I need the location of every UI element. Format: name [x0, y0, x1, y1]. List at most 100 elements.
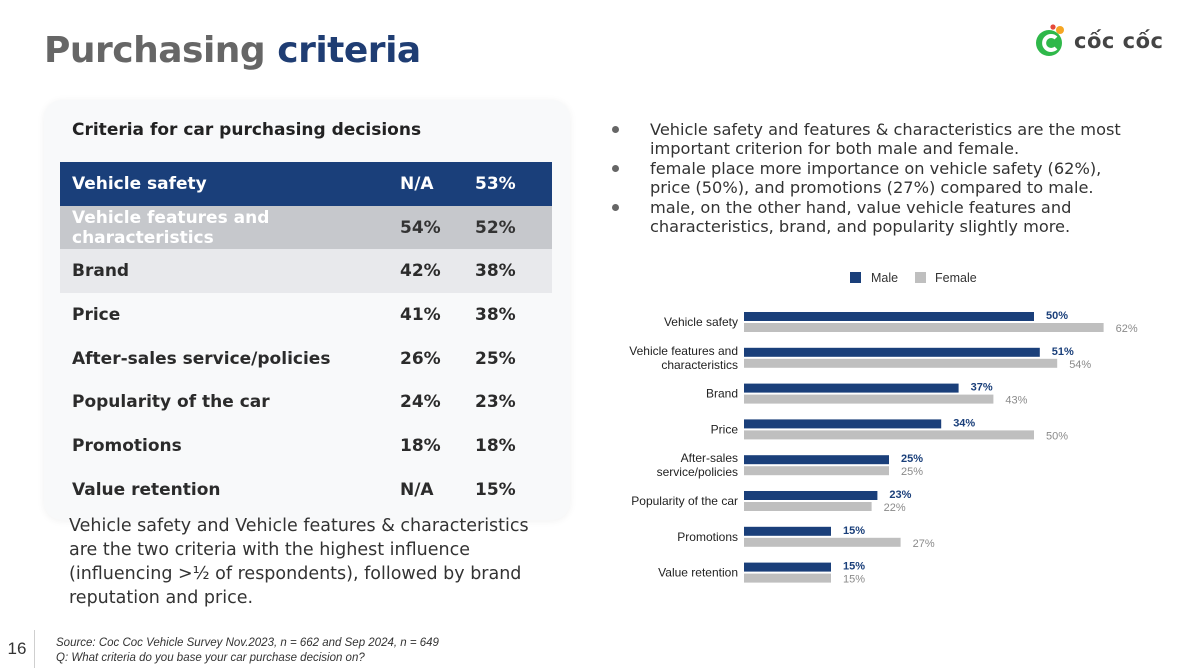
female-value: 38%: [475, 249, 552, 294]
logo-text: cốc cốc: [1074, 29, 1164, 53]
male-value: 24%: [400, 392, 441, 413]
data-label-female: 27%: [913, 538, 935, 550]
table-row: After-sales service/policies 26% 25%: [60, 337, 552, 381]
male-value: 18%: [400, 435, 441, 456]
bullet-dot-icon: [612, 203, 619, 211]
title-part-1: Purchasing: [44, 30, 266, 71]
male-value: 41%: [400, 304, 441, 325]
coccoc-logo-icon: [1036, 24, 1064, 56]
category-label: Popularity of the car: [631, 494, 738, 508]
category-label: Vehicle features and characteristics: [629, 344, 738, 372]
criterion-name: Vehicle features and characteristics: [60, 205, 400, 250]
question-note: Q: What criteria do you base your car pu…: [56, 652, 365, 664]
data-label-female: 25%: [901, 466, 923, 478]
data-label-male: 25%: [901, 453, 923, 465]
data-label-male: 50%: [1046, 310, 1068, 322]
table-row: Value retention N/A 15%: [60, 468, 552, 512]
table-row: Brand 42% 38%: [60, 249, 552, 294]
bar-female: [744, 430, 1034, 440]
bullet-dot-icon: [612, 126, 619, 133]
coccoc-logo: cốc cốc: [1034, 24, 1174, 58]
legend-swatch-female: [915, 272, 926, 283]
category-label: After-sales service/policies: [657, 451, 738, 479]
title-part-2: criteria: [277, 30, 421, 71]
criteria-bar-chart: Male Female Vehicle safety 50% 62% Vehicle fe…: [600, 262, 1160, 592]
page-number: 16: [0, 630, 35, 668]
bar-male: [744, 312, 1034, 321]
data-label-male: 15%: [843, 561, 865, 573]
bar-female: [744, 394, 994, 404]
bullet-list: Vehicle safety and features & characteri…: [604, 120, 1124, 236]
male-value: 42%: [400, 249, 475, 294]
data-label-male: 51%: [1052, 346, 1074, 358]
source-note: Source: Coc Coc Vehicle Survey Nov.2023,…: [56, 637, 439, 649]
table-row: Price 41% 38%: [60, 293, 552, 337]
table-row: Vehicle features and characteristics 54% 5…: [60, 205, 552, 250]
footer: Source: Coc Coc Vehicle Survey Nov.2023,…: [56, 636, 439, 666]
legend-label-female: Female: [935, 271, 977, 285]
page-title: Purchasing criteria: [44, 30, 421, 71]
table-row: Vehicle safety N/A 53%: [60, 162, 552, 206]
bullet-item: female place more importance on vehicle …: [604, 159, 1124, 198]
criterion-name: Promotions: [72, 435, 182, 456]
bullet-text: male, on the other hand, value vehicle f…: [650, 197, 1072, 237]
male-value: 26%: [400, 348, 441, 369]
bar-female: [744, 573, 831, 583]
legend-swatch-male: [850, 272, 861, 283]
data-label-male: 37%: [971, 382, 993, 394]
bar-male: [744, 526, 831, 536]
female-value: 53%: [475, 162, 552, 206]
bar-female: [744, 466, 889, 476]
bar-male: [744, 383, 959, 393]
category-label: Vehicle safety: [664, 315, 738, 329]
female-value: 25%: [475, 348, 516, 369]
bar-male: [744, 491, 878, 500]
category-label: Promotions: [677, 530, 738, 544]
criterion-name: Price: [72, 304, 121, 325]
female-value: 52%: [475, 205, 552, 250]
female-value: 23%: [475, 392, 516, 413]
legend-label-male: Male: [871, 271, 898, 285]
data-label-female: 22%: [884, 502, 906, 514]
table-row: Promotions 18% 18%: [60, 424, 552, 468]
criteria-table: Vehicle safety N/A 53% Vehicle features and…: [60, 162, 552, 512]
female-value: 38%: [475, 304, 516, 325]
criterion-name: Brand: [60, 249, 400, 294]
bar-male: [744, 455, 889, 465]
criterion-name: Value retention: [72, 479, 221, 500]
data-label-female: 15%: [843, 574, 865, 586]
bullet-text: female place more importance on vehicle …: [650, 158, 1102, 198]
bullet-dot-icon: [612, 164, 619, 172]
bar-male: [744, 419, 942, 429]
bar-female: [744, 537, 901, 547]
category-label: Brand: [706, 387, 738, 401]
summary-text: Vehicle safety and Vehicle features & ch…: [69, 516, 529, 608]
bullet-text: Vehicle safety and features & characteri…: [650, 120, 1121, 159]
category-label: Price: [711, 422, 739, 436]
bar-female: [744, 358, 1058, 368]
bar-male: [744, 562, 831, 572]
data-label-female: 54%: [1069, 359, 1091, 371]
data-label-male: 34%: [953, 417, 975, 429]
female-value: 15%: [475, 479, 516, 500]
criterion-name: After-sales service/policies: [72, 348, 331, 369]
criteria-table-heading: Criteria for car purchasing decisions: [72, 120, 422, 140]
criterion-name: Vehicle safety: [60, 162, 400, 206]
data-label-female: 62%: [1116, 323, 1138, 335]
data-label-female: 43%: [1005, 395, 1027, 407]
bullet-item: male, on the other hand, value vehicle f…: [604, 198, 1124, 237]
male-value: 54%: [400, 205, 475, 250]
data-label-female: 50%: [1046, 430, 1068, 442]
chart-svg: Male Female Vehicle safety 50% 62% Vehicle fe…: [629, 271, 1138, 586]
criterion-name: Popularity of the car: [72, 392, 270, 413]
bar-female: [744, 502, 872, 511]
data-label-male: 15%: [843, 525, 865, 537]
bullet-item: Vehicle safety and features & characteri…: [604, 120, 1124, 159]
data-label-male: 23%: [889, 489, 911, 501]
bar-male: [744, 347, 1040, 357]
bar-female: [744, 323, 1104, 332]
female-value: 18%: [475, 435, 516, 456]
male-value: N/A: [400, 162, 475, 206]
category-label: Value retention: [658, 566, 738, 580]
male-value: N/A: [400, 479, 434, 500]
